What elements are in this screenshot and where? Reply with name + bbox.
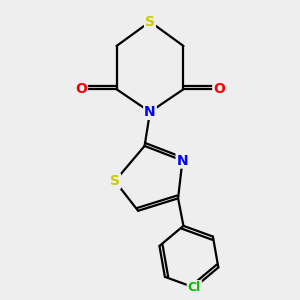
Text: Cl: Cl (188, 281, 201, 294)
Text: O: O (213, 82, 225, 96)
Text: N: N (144, 105, 156, 119)
Text: S: S (145, 15, 155, 29)
Text: S: S (110, 174, 120, 188)
Text: O: O (75, 82, 87, 96)
Text: N: N (177, 154, 188, 167)
